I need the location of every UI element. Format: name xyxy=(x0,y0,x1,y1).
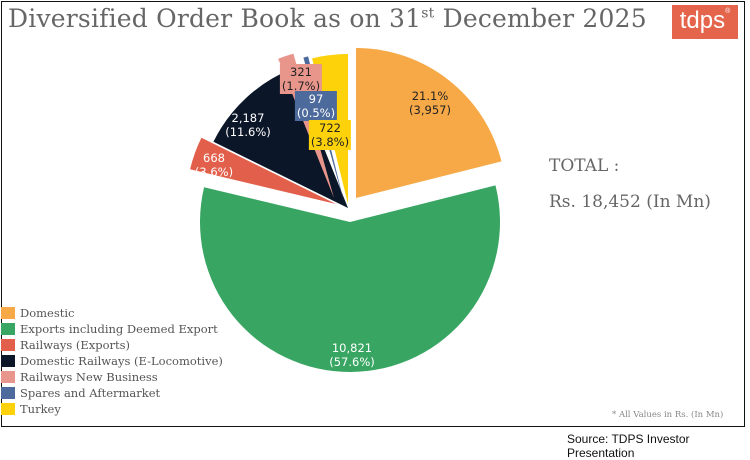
legend-label: Turkey xyxy=(20,402,61,416)
legend-swatch xyxy=(1,355,15,367)
legend-label: Spares and Aftermarket xyxy=(20,386,161,400)
chart-frame xyxy=(1,1,745,427)
slice-label-sub: (0.5%) xyxy=(296,106,336,120)
slice-label-value: 97 xyxy=(308,92,324,106)
legend-swatch xyxy=(1,323,15,335)
slice-label-sub: (11.6%) xyxy=(225,125,271,139)
pie-slice-railways-exports xyxy=(190,137,336,204)
legend-label: Railways (Exports) xyxy=(20,338,131,352)
legend-swatch xyxy=(1,307,15,319)
legend-swatch xyxy=(1,339,15,351)
legend-item: Railways (Exports) xyxy=(1,337,223,353)
total-label: TOTAL : xyxy=(549,156,620,176)
slice-label-value: 21.1% xyxy=(411,89,449,103)
legend-item: Domestic xyxy=(1,305,223,321)
legend-label: Exports including Deemed Export xyxy=(20,322,218,336)
slice-data-label: 722 (3.8%) xyxy=(308,120,352,150)
slice-label-sub: (3,957) xyxy=(409,103,451,117)
legend-label: Railways New Business xyxy=(20,370,158,384)
legend-swatch xyxy=(1,387,15,399)
tdps-logo: tdps® xyxy=(672,5,738,39)
pie-slice-domestic-railways-e-locomotive xyxy=(213,68,348,209)
legend-label: Domestic Railways (E-Locomotive) xyxy=(20,354,223,368)
source-text: Source: TDPS Investor Presentation xyxy=(567,432,690,460)
slice-data-label: 2,187 (11.6%) xyxy=(225,111,271,139)
slice-label-value: 722 xyxy=(319,121,341,135)
legend: Domestic Exports including Deemed Export R… xyxy=(1,305,223,417)
slice-label-value: 321 xyxy=(290,65,312,79)
slice-label-sub: (1.7%) xyxy=(281,79,321,93)
slice-data-label: 10,821 (57.6%) xyxy=(329,341,375,369)
legend-item: Exports including Deemed Export xyxy=(1,321,223,337)
slice-data-label: 97 (0.5%) xyxy=(294,91,338,121)
total-value: Rs. 18,452 (In Mn) xyxy=(549,192,711,212)
slice-label-sub: (57.6%) xyxy=(329,355,375,369)
slice-data-label: 321 (1.7%) xyxy=(279,64,323,94)
legend-swatch xyxy=(1,403,15,415)
legend-swatch xyxy=(1,371,15,383)
values-note: * All Values in Rs. (In Mn) xyxy=(612,410,724,420)
slice-label-value: 668 xyxy=(203,151,225,165)
slice-label-value: 10,821 xyxy=(331,341,373,355)
legend-item: Railways New Business xyxy=(1,369,223,385)
slice-label-sub: (3.8%) xyxy=(310,135,350,149)
legend-item: Domestic Railways (E-Locomotive) xyxy=(1,353,223,369)
pie-slice-domestic xyxy=(356,48,502,198)
slice-label-sub: (3.6%) xyxy=(194,165,234,179)
chart-title: Diversified Order Book as on 31st Decemb… xyxy=(8,4,647,33)
legend-item: Spares and Aftermarket xyxy=(1,385,223,401)
slice-data-label: 21.1% (3,957) xyxy=(409,89,451,117)
slice-data-label: 668 (3.6%) xyxy=(195,151,233,179)
pie-slice-exports-including-deemed-export xyxy=(200,185,500,373)
slice-label-value: 2,187 xyxy=(231,111,265,125)
legend-item: Turkey xyxy=(1,401,223,417)
legend-label: Domestic xyxy=(20,306,75,320)
